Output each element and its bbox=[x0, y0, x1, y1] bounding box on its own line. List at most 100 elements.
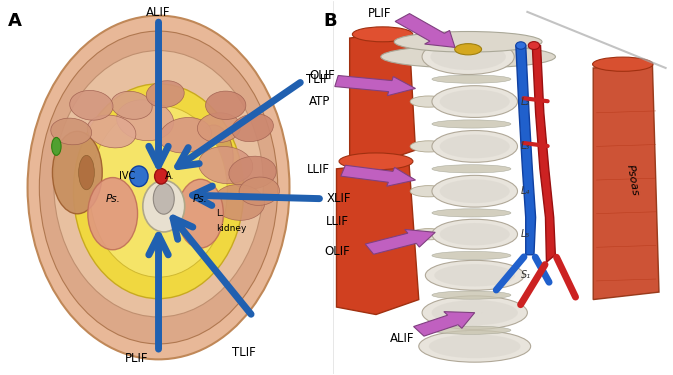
Text: L₂: L₂ bbox=[521, 97, 530, 106]
Ellipse shape bbox=[73, 84, 244, 298]
Ellipse shape bbox=[528, 42, 540, 50]
Ellipse shape bbox=[410, 96, 447, 107]
Ellipse shape bbox=[155, 168, 168, 184]
Ellipse shape bbox=[54, 51, 263, 317]
Ellipse shape bbox=[130, 166, 148, 187]
FancyArrow shape bbox=[341, 165, 415, 186]
Ellipse shape bbox=[432, 209, 511, 217]
Ellipse shape bbox=[516, 42, 526, 49]
Ellipse shape bbox=[439, 90, 510, 114]
Ellipse shape bbox=[194, 125, 233, 190]
Ellipse shape bbox=[232, 114, 273, 142]
Ellipse shape bbox=[593, 57, 653, 71]
Ellipse shape bbox=[90, 105, 227, 277]
Text: L₄: L₄ bbox=[521, 186, 530, 196]
Ellipse shape bbox=[70, 90, 113, 120]
Ellipse shape bbox=[52, 137, 61, 155]
Ellipse shape bbox=[422, 296, 528, 330]
Polygon shape bbox=[593, 64, 659, 300]
Text: ALIF: ALIF bbox=[146, 6, 171, 19]
Ellipse shape bbox=[419, 330, 531, 362]
Ellipse shape bbox=[197, 113, 240, 142]
Text: Ps.: Ps. bbox=[105, 194, 120, 204]
Polygon shape bbox=[336, 161, 419, 315]
Text: TLIF: TLIF bbox=[232, 346, 256, 359]
Ellipse shape bbox=[199, 147, 253, 184]
Ellipse shape bbox=[213, 184, 264, 220]
Ellipse shape bbox=[39, 31, 278, 344]
Ellipse shape bbox=[50, 118, 92, 145]
Text: OLIF: OLIF bbox=[324, 244, 350, 258]
Text: PLIF: PLIF bbox=[367, 7, 391, 20]
Text: A: A bbox=[7, 12, 22, 30]
Text: B: B bbox=[323, 12, 337, 30]
Ellipse shape bbox=[160, 117, 211, 153]
Text: A.: A. bbox=[164, 171, 174, 181]
Text: OLIF: OLIF bbox=[309, 69, 335, 82]
Ellipse shape bbox=[432, 75, 511, 83]
Ellipse shape bbox=[430, 44, 506, 70]
Ellipse shape bbox=[432, 120, 511, 128]
Ellipse shape bbox=[432, 86, 518, 117]
Ellipse shape bbox=[434, 264, 516, 286]
Text: XLIF: XLIF bbox=[326, 192, 351, 205]
Ellipse shape bbox=[431, 300, 518, 325]
Ellipse shape bbox=[432, 165, 511, 173]
Ellipse shape bbox=[422, 39, 514, 75]
FancyArrow shape bbox=[395, 13, 455, 47]
Ellipse shape bbox=[52, 131, 102, 214]
Text: S₁: S₁ bbox=[521, 270, 531, 280]
Ellipse shape bbox=[28, 16, 289, 359]
Ellipse shape bbox=[229, 156, 276, 189]
Ellipse shape bbox=[153, 183, 174, 214]
Text: L₃: L₃ bbox=[521, 141, 530, 152]
FancyArrow shape bbox=[414, 312, 474, 336]
Text: Psoas: Psoas bbox=[625, 164, 641, 196]
Ellipse shape bbox=[432, 291, 511, 299]
Ellipse shape bbox=[178, 179, 223, 248]
Ellipse shape bbox=[143, 180, 184, 232]
Polygon shape bbox=[529, 45, 555, 262]
Ellipse shape bbox=[425, 260, 524, 290]
Ellipse shape bbox=[455, 44, 482, 55]
Ellipse shape bbox=[205, 91, 246, 120]
FancyBboxPatch shape bbox=[333, 1, 672, 374]
Ellipse shape bbox=[439, 223, 510, 245]
Text: TLIF: TLIF bbox=[306, 73, 330, 86]
Text: ATP: ATP bbox=[309, 95, 330, 108]
Ellipse shape bbox=[111, 91, 152, 119]
Ellipse shape bbox=[432, 130, 518, 162]
Ellipse shape bbox=[410, 229, 447, 240]
FancyArrow shape bbox=[365, 230, 435, 254]
Ellipse shape bbox=[239, 177, 279, 206]
Text: LLIF: LLIF bbox=[326, 214, 349, 228]
Ellipse shape bbox=[429, 334, 521, 358]
Text: L₅: L₅ bbox=[521, 229, 530, 239]
Ellipse shape bbox=[353, 27, 413, 42]
Text: kidney: kidney bbox=[216, 224, 246, 233]
Text: LLIF: LLIF bbox=[307, 163, 330, 176]
Text: PLIF: PLIF bbox=[125, 352, 148, 365]
Ellipse shape bbox=[410, 141, 447, 152]
Ellipse shape bbox=[432, 219, 518, 249]
Ellipse shape bbox=[146, 81, 184, 108]
Polygon shape bbox=[350, 31, 415, 161]
Ellipse shape bbox=[439, 135, 510, 158]
Ellipse shape bbox=[410, 186, 447, 197]
Ellipse shape bbox=[87, 177, 137, 250]
Ellipse shape bbox=[394, 32, 542, 52]
Text: Ps.: Ps. bbox=[193, 194, 208, 204]
Ellipse shape bbox=[432, 326, 511, 334]
Text: L.: L. bbox=[216, 209, 224, 218]
Text: ALIF: ALIF bbox=[390, 332, 415, 345]
Ellipse shape bbox=[116, 100, 174, 141]
Text: IVC: IVC bbox=[119, 171, 135, 181]
Ellipse shape bbox=[79, 155, 94, 190]
Ellipse shape bbox=[87, 115, 136, 148]
Ellipse shape bbox=[339, 153, 413, 170]
Polygon shape bbox=[516, 45, 536, 255]
Ellipse shape bbox=[381, 45, 555, 68]
FancyArrow shape bbox=[334, 75, 415, 96]
Ellipse shape bbox=[432, 176, 518, 207]
Ellipse shape bbox=[439, 179, 510, 203]
